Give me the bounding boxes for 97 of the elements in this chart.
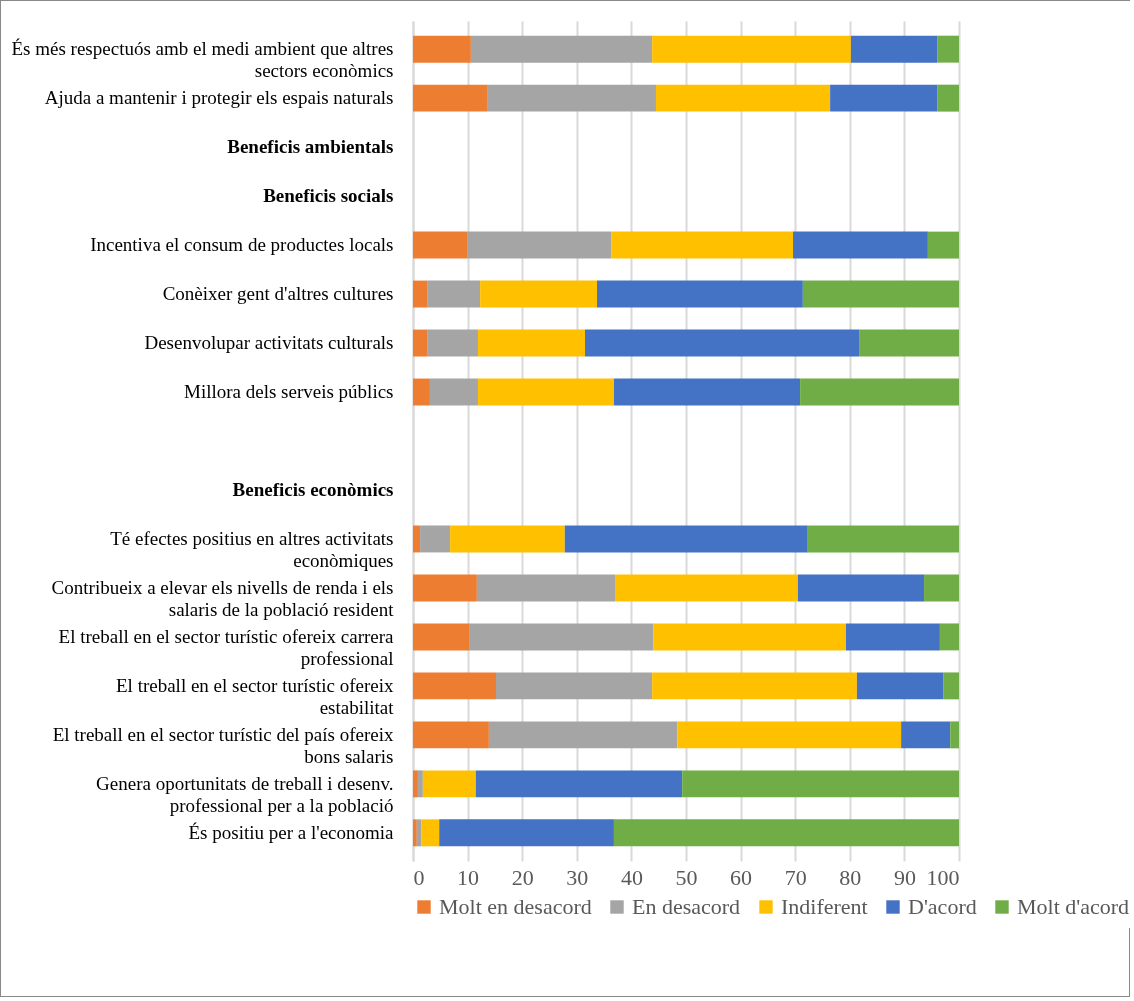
bar xyxy=(927,231,959,259)
bar xyxy=(613,819,959,847)
bar xyxy=(584,329,860,357)
bar xyxy=(939,623,959,651)
bar xyxy=(613,378,801,406)
bar xyxy=(793,231,928,259)
bar xyxy=(615,574,798,602)
bar xyxy=(413,280,428,308)
y-tick-label: El treball en el sector turístic ofereix carrera professional xyxy=(58,625,395,669)
y-tick-label: Genera oportunitats de treball i desenv. professional per a la població xyxy=(96,772,394,816)
bar xyxy=(856,672,944,700)
y-tick-label: Beneficis socials xyxy=(263,185,394,207)
bar xyxy=(439,819,614,847)
bar xyxy=(937,84,959,112)
bar xyxy=(850,35,938,63)
x-tick-label: 60 xyxy=(730,864,753,890)
bar xyxy=(422,770,476,798)
y-tick-label: Beneficis econòmics xyxy=(232,478,394,500)
y-tick-label: És positiu per a l'economia xyxy=(188,821,395,843)
x-tick-label: 90 xyxy=(893,864,916,890)
bar xyxy=(937,35,959,63)
bar xyxy=(467,231,612,259)
bar xyxy=(413,329,428,357)
bar xyxy=(677,721,902,749)
bar xyxy=(845,623,940,651)
bar xyxy=(653,623,846,651)
bar xyxy=(416,819,422,847)
bar xyxy=(413,672,496,700)
bar xyxy=(655,84,831,112)
bar xyxy=(800,378,959,406)
bar xyxy=(413,623,470,651)
bar xyxy=(564,525,808,553)
y-tick-label: Ajuda a mantenir i protegir els espais naturals xyxy=(44,87,394,109)
y-tick-label: Contribueix a elevar els nivells de renda i els salaris de la població resident xyxy=(51,576,395,620)
bar xyxy=(417,770,423,798)
bar xyxy=(429,378,478,406)
bar xyxy=(495,672,653,700)
y-tick-label: Beneficis ambientals xyxy=(227,136,394,158)
legend-label: En desacord xyxy=(632,894,741,919)
y-tick-label: És més respectuós amb el medi ambient que altres sectors econòmics xyxy=(11,38,394,82)
y-tick-label: Incentiva el consum de productes locals xyxy=(90,234,394,256)
x-tick-label: 20 xyxy=(511,864,534,890)
bar xyxy=(950,721,959,749)
bar xyxy=(413,525,421,553)
legend-label: Indiferent xyxy=(781,894,868,919)
bar xyxy=(901,721,951,749)
bar xyxy=(943,672,959,700)
bar xyxy=(413,819,417,847)
x-tick-label: 80 xyxy=(839,864,862,890)
legend-label: D'acord xyxy=(908,894,977,919)
bar xyxy=(427,280,481,308)
y-tick-label: El treball en el sector turístic del país ofereix bons salaris xyxy=(52,723,394,767)
bar xyxy=(477,329,585,357)
bar xyxy=(469,623,654,651)
bar xyxy=(420,525,451,553)
x-tick-label: 100 xyxy=(926,864,960,890)
y-tick-label: Desenvolupar activitats culturals xyxy=(144,332,394,354)
bar xyxy=(413,35,471,63)
legend-label: Molt en desacord xyxy=(439,894,592,919)
x-tick-label: 40 xyxy=(620,864,643,890)
bar xyxy=(797,574,925,602)
bar xyxy=(859,329,959,357)
bar xyxy=(475,770,683,798)
bar xyxy=(470,35,653,63)
bar xyxy=(488,721,678,749)
y-tick-label: Millora dels serveis públics xyxy=(184,381,394,403)
bar xyxy=(450,525,565,553)
bar xyxy=(807,525,959,553)
bar xyxy=(802,280,959,308)
bar xyxy=(652,672,857,700)
bar xyxy=(413,231,468,259)
bar xyxy=(480,280,597,308)
bar xyxy=(652,35,851,63)
x-tick-label: 70 xyxy=(784,864,807,890)
legend-label: Molt d'acord xyxy=(1017,894,1130,919)
bar xyxy=(413,770,418,798)
bar xyxy=(413,721,489,749)
bar xyxy=(413,84,488,112)
bar xyxy=(427,329,478,357)
bar xyxy=(830,84,938,112)
x-tick-label: 50 xyxy=(675,864,698,890)
x-tick-label: 0 xyxy=(413,864,425,890)
x-tick-label: 10 xyxy=(457,864,480,890)
bar xyxy=(682,770,959,798)
bar xyxy=(413,574,477,602)
bar xyxy=(421,819,440,847)
bar xyxy=(413,378,430,406)
bar xyxy=(476,574,616,602)
bar xyxy=(487,84,656,112)
bar xyxy=(477,378,614,406)
bar xyxy=(924,574,959,602)
x-tick-label: 30 xyxy=(566,864,589,890)
y-tick-label: El treball en el sector turístic ofereix estabilitat xyxy=(116,674,395,718)
y-tick-label: Conèixer gent d'altres cultures xyxy=(162,283,394,305)
bar xyxy=(597,280,803,308)
y-tick-label: Té efectes positius en altres activitats econòmiques xyxy=(110,527,394,571)
bar xyxy=(611,231,794,259)
